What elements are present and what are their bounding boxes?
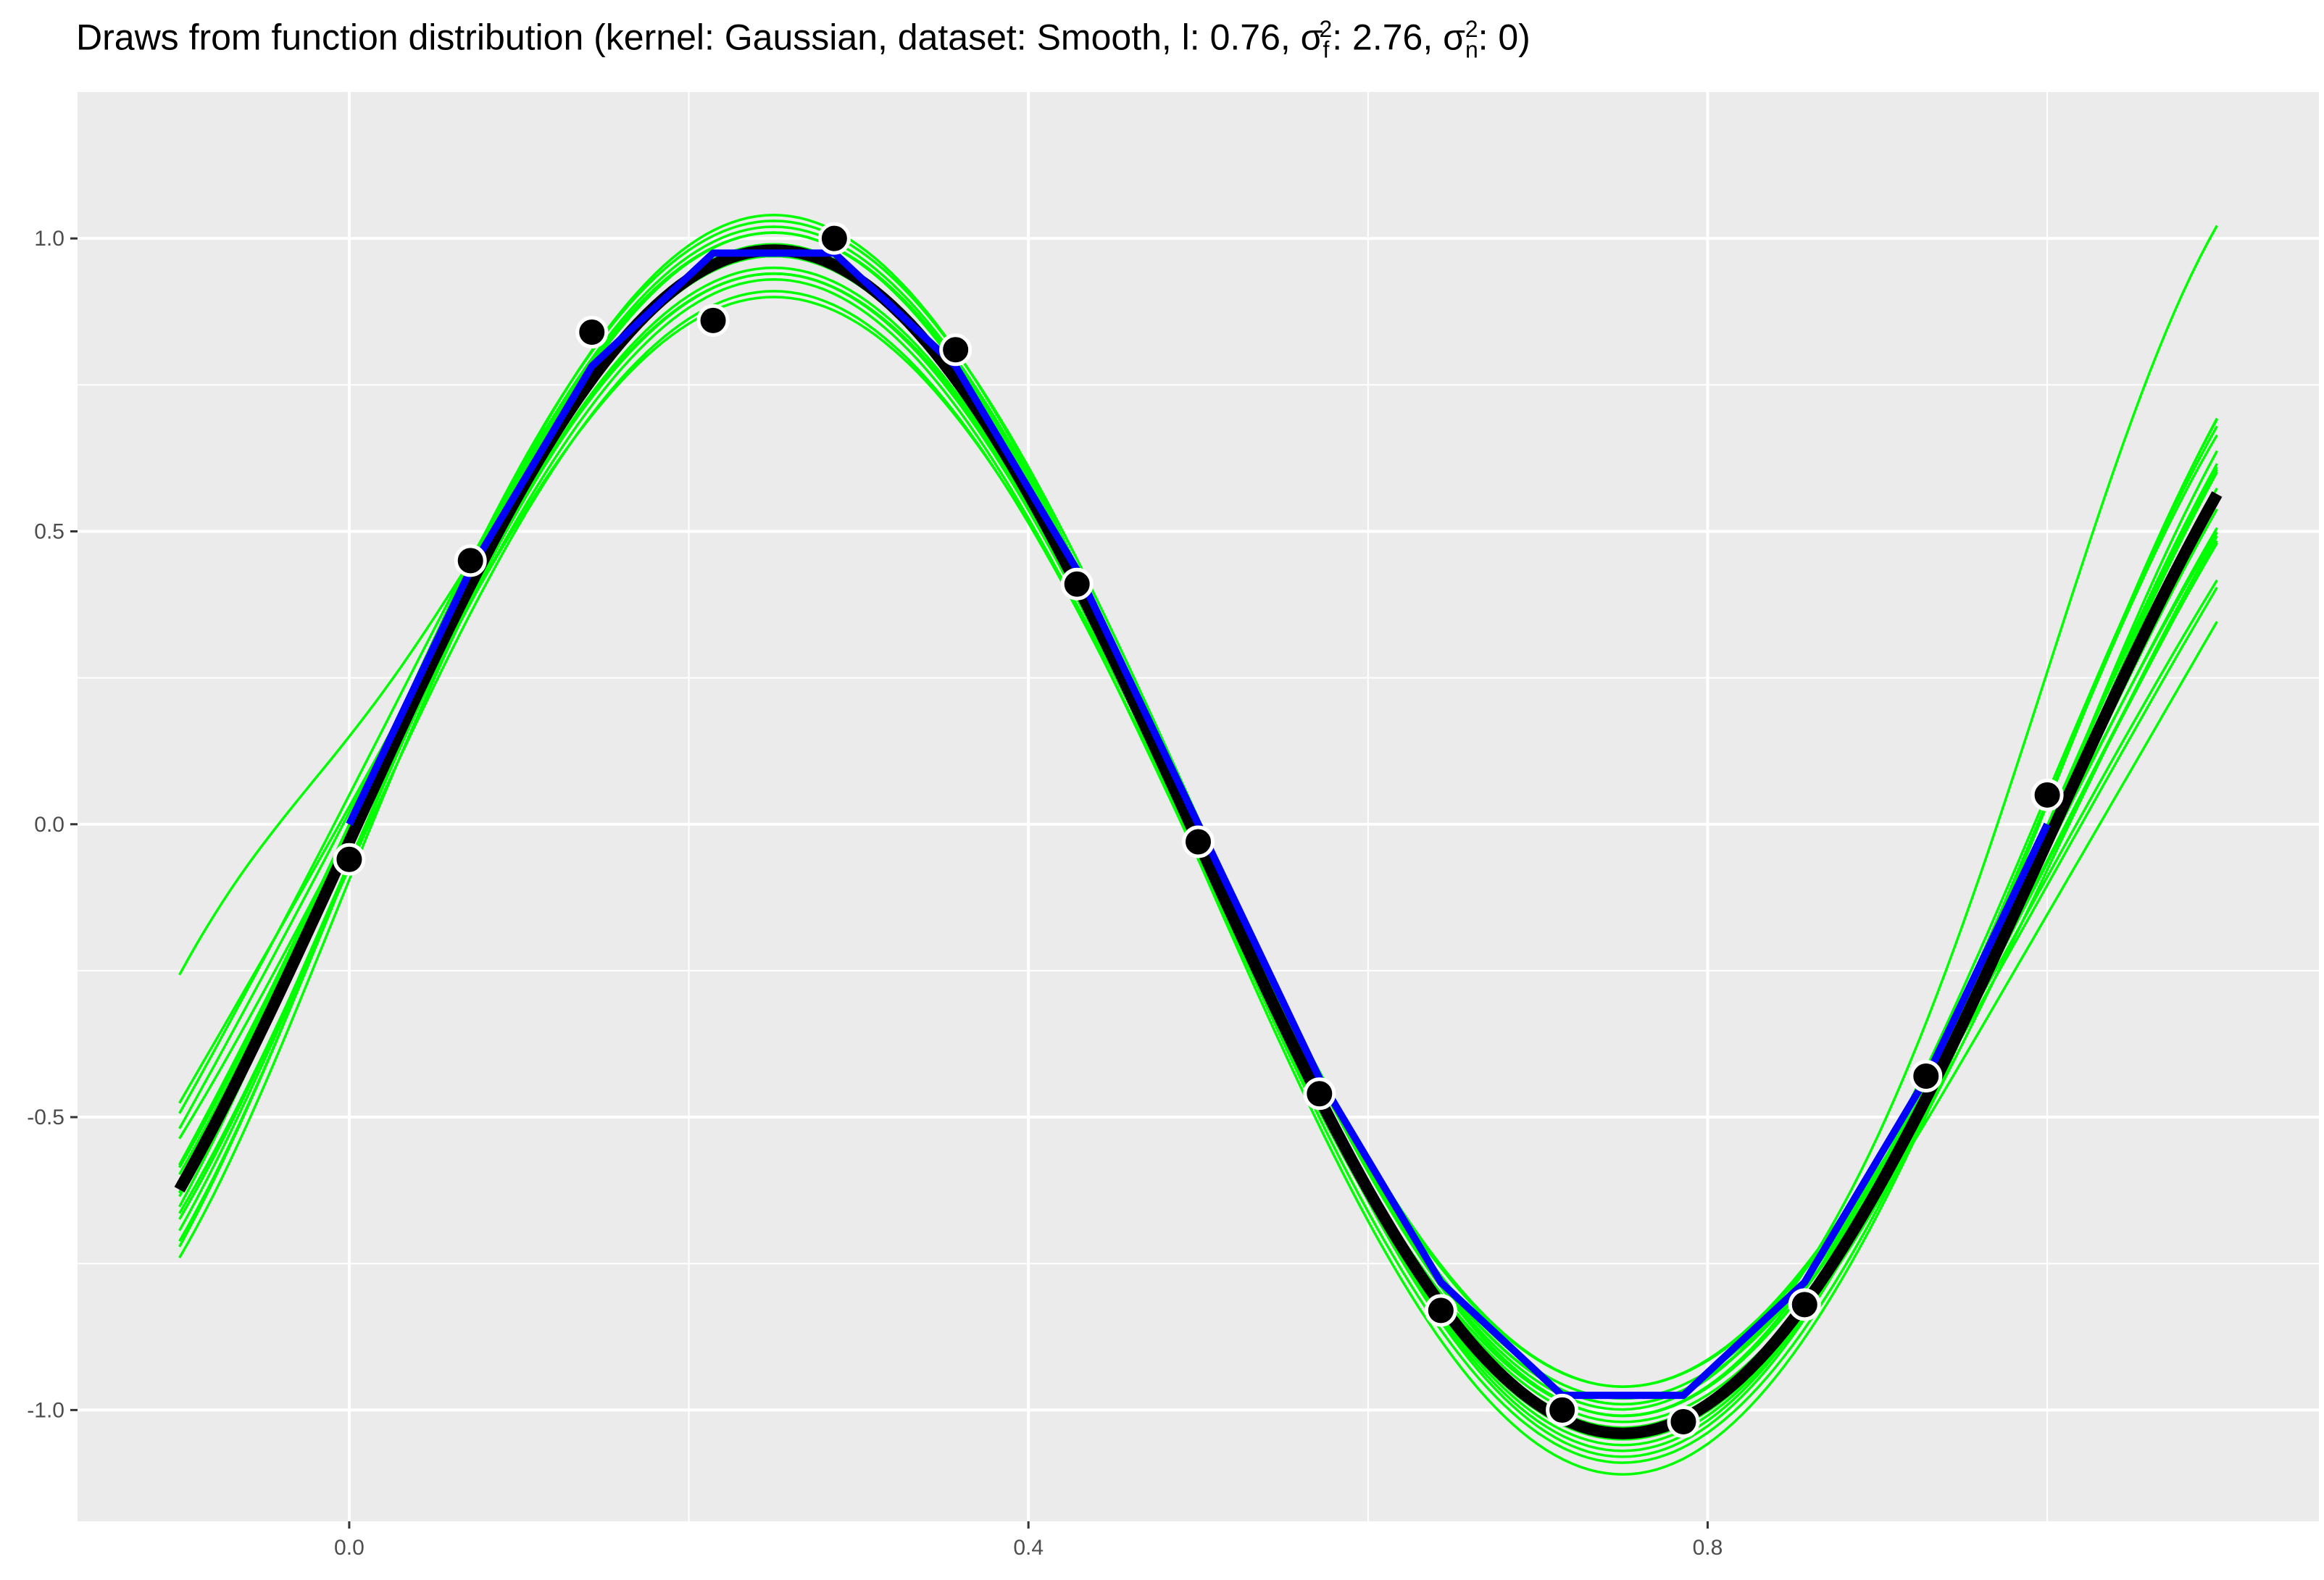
observation-point <box>1788 1288 1821 1321</box>
observation-point <box>454 544 487 577</box>
y-tick-label: 1.0 <box>34 227 64 251</box>
observation-points <box>333 222 2064 1439</box>
observation-point <box>333 843 366 876</box>
y-tick-label: 0.0 <box>34 813 64 837</box>
plot-panel <box>78 92 2319 1521</box>
y-tick-label: -1.0 <box>27 1398 64 1422</box>
observation-point <box>1667 1405 1700 1439</box>
chart-title: Draws from function distribution (kernel… <box>76 16 1530 63</box>
axis-tick-labels: 0.0 0.4 0.8 -1.0 -0.5 0.0 0.5 1.0 <box>27 227 1723 1560</box>
observation-point <box>2031 778 2064 811</box>
y-tick-label: 0.5 <box>34 519 64 543</box>
true-function <box>346 249 2051 1400</box>
observation-point <box>817 222 851 255</box>
observation-point <box>696 304 730 337</box>
sample-draw-line <box>178 277 2218 1441</box>
x-tick-label: 0.8 <box>1693 1536 1723 1560</box>
observation-point <box>1909 1059 1943 1092</box>
x-tick-label: 0.4 <box>1013 1536 1044 1560</box>
observation-point <box>575 316 609 349</box>
observation-point <box>1182 825 1215 858</box>
observation-point <box>1060 567 1094 601</box>
observation-point <box>1303 1077 1336 1111</box>
y-tick-label: -0.5 <box>27 1105 64 1129</box>
observation-point <box>1424 1294 1457 1327</box>
observation-point <box>939 333 973 367</box>
observation-point <box>1546 1393 1579 1426</box>
true-function-line <box>346 249 2051 1400</box>
x-tick-label: 0.0 <box>334 1536 365 1560</box>
axis-ticks <box>70 237 1709 1529</box>
